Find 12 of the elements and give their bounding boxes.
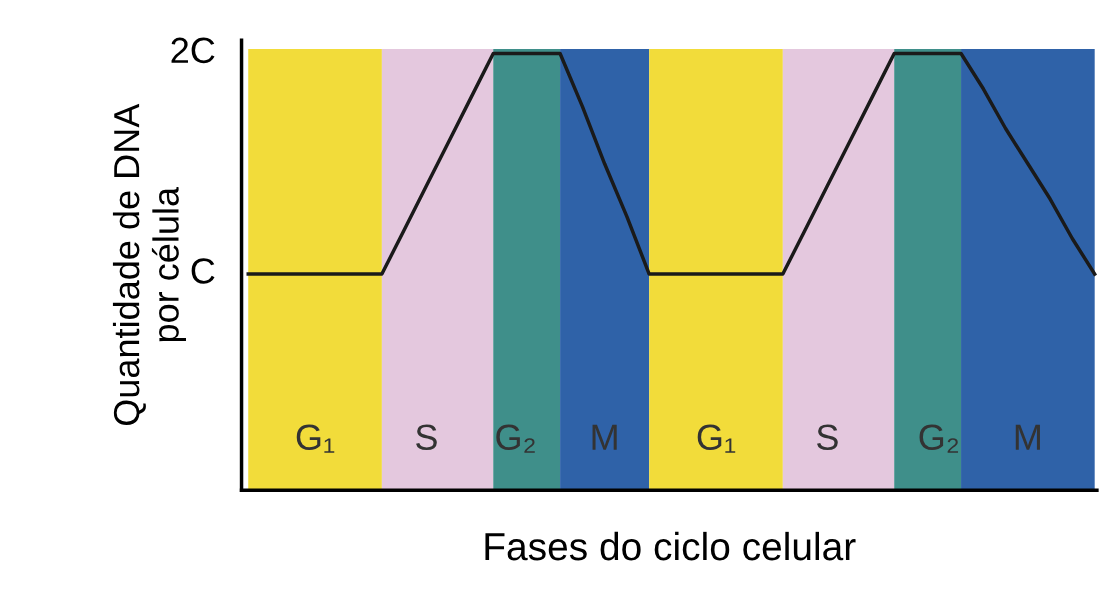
x-tick-label: M xyxy=(592,424,617,450)
y-axis-title: Quantidade de DNA por célula xyxy=(112,103,186,426)
text: C xyxy=(191,258,215,284)
x-tick-label: S xyxy=(816,424,838,451)
text: 2C xyxy=(171,37,215,64)
x-tick-label: G₂ xyxy=(919,424,959,453)
x-tick-label: G₁ xyxy=(697,424,736,453)
x-tick-label: M xyxy=(1015,424,1040,450)
x-axis-title: Fases do ciclo celular xyxy=(485,531,856,561)
x-tick-label: G₁ xyxy=(296,424,335,453)
x-tick-label: S xyxy=(416,424,437,451)
x-tick-label: G₂ xyxy=(496,424,535,453)
